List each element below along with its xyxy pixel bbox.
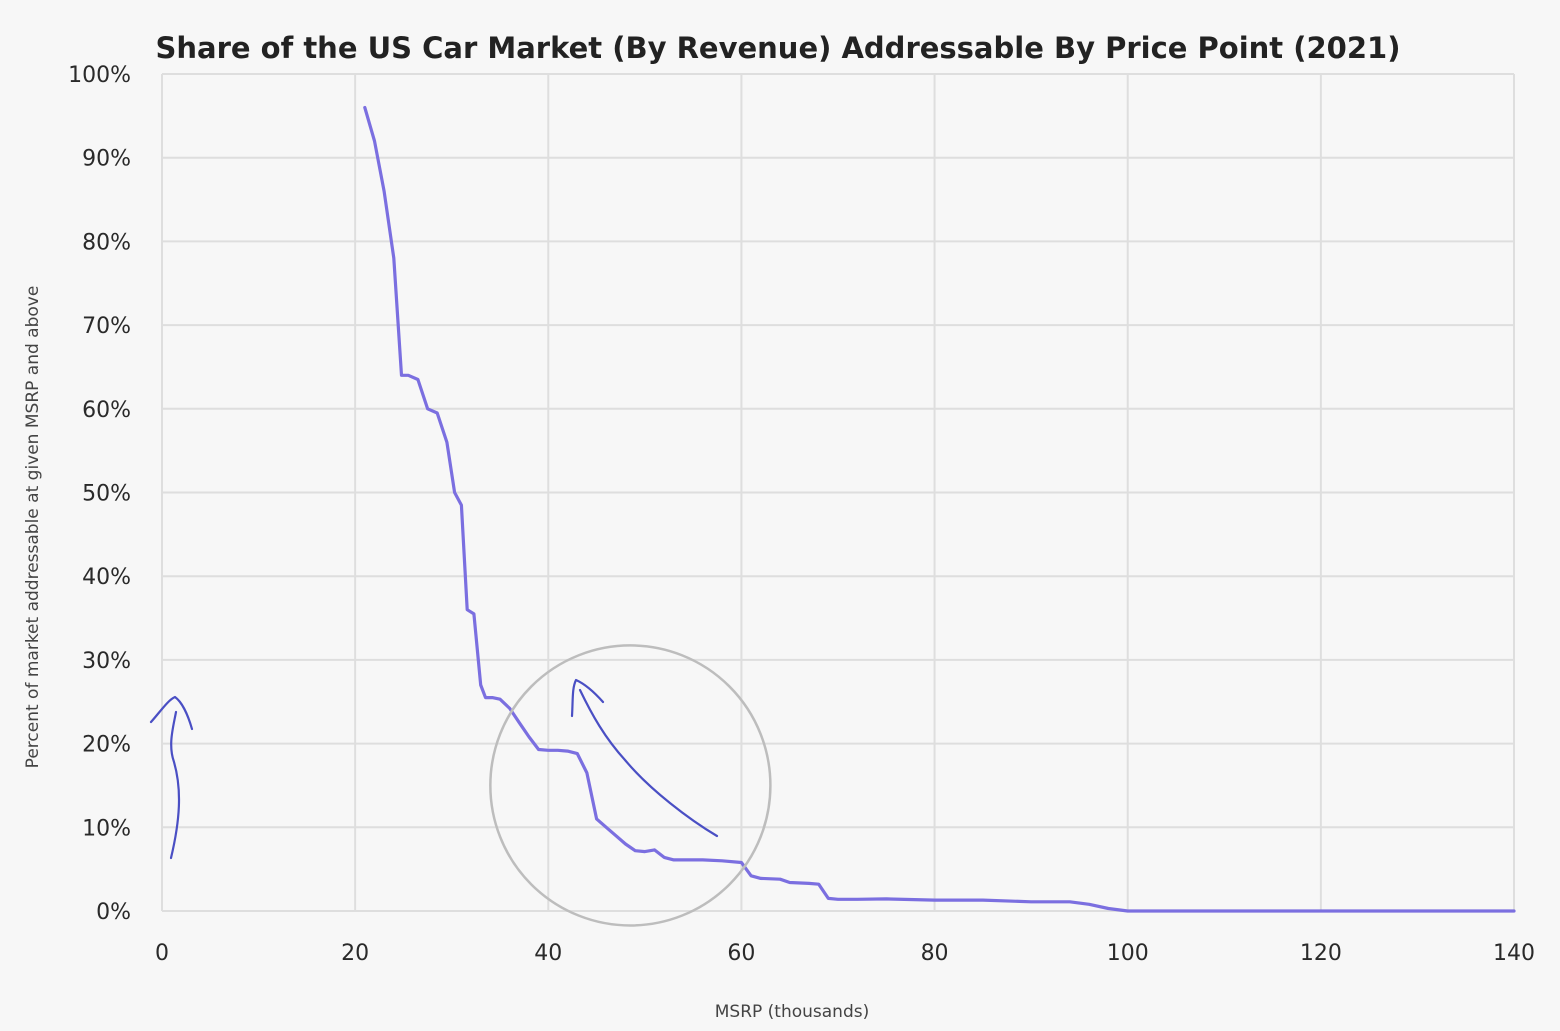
hand-drawn-arrow-diagonal <box>570 678 719 838</box>
y-tick-label: 80% <box>82 230 131 255</box>
x-tick-label: 60 <box>727 941 755 966</box>
x-tick-label: 40 <box>534 941 562 966</box>
x-tick-label: 140 <box>1493 941 1535 966</box>
series-line <box>363 105 1516 913</box>
hand-drawn-arrow-up <box>149 695 194 860</box>
y-tick-label: 70% <box>82 314 131 339</box>
x-axis-label: MSRP (thousands) <box>715 1002 870 1022</box>
series-layer <box>363 105 1516 913</box>
x-tick-label: 100 <box>1107 941 1149 966</box>
y-tick-label: 10% <box>82 816 131 841</box>
y-axis-label: Percent of market addressable at given M… <box>23 286 43 769</box>
x-tick-label: 20 <box>341 941 369 966</box>
y-tick-label: 20% <box>82 733 131 758</box>
y-tick-label: 0% <box>96 900 131 925</box>
gridlines <box>161 73 1515 912</box>
x-tick-label: 80 <box>921 941 949 966</box>
chart-title: Share of the US Car Market (By Revenue) … <box>156 31 1401 65</box>
x-tick-label: 0 <box>155 941 169 966</box>
y-tick-label: 100% <box>68 63 131 88</box>
y-tick-label: 40% <box>82 565 131 590</box>
x-tick-label: 120 <box>1300 941 1342 966</box>
highlight-circle <box>489 644 772 927</box>
y-tick-label: 30% <box>82 649 131 674</box>
annotations <box>149 644 772 927</box>
tick-labels: 0% 10% 20% 30% 40% 50% 60% 70% 80% 90% 100% 0 20 40 60… <box>68 63 1535 966</box>
y-tick-label: 50% <box>82 482 131 507</box>
y-tick-label: 90% <box>82 147 131 172</box>
y-tick-label: 60% <box>82 398 131 423</box>
